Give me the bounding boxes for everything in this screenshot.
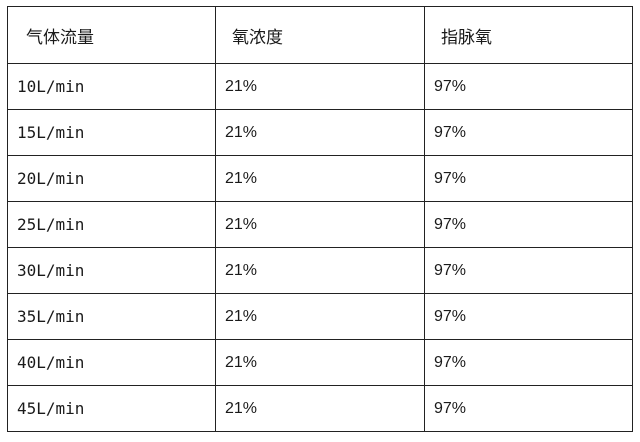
cell-gas-flow: 10L/min — [7, 63, 216, 110]
cell-oxygen-concentration: 21% — [215, 247, 425, 294]
cell-gas-flow: 20L/min — [7, 155, 216, 202]
cell-oxygen-concentration: 21% — [215, 63, 425, 110]
table-row: 20L/min 21% 97% — [7, 155, 633, 202]
table-row: 40L/min 21% 97% — [7, 339, 633, 386]
cell-gas-flow: 15L/min — [7, 109, 216, 156]
cell-pulse-oximetry: 97% — [424, 247, 633, 294]
header-pulse-oximetry: 指脉氧 — [424, 6, 633, 64]
cell-oxygen-concentration: 21% — [215, 293, 425, 340]
cell-pulse-oximetry: 97% — [424, 339, 633, 386]
table-header-row: 气体流量 氧浓度 指脉氧 — [7, 6, 633, 64]
cell-oxygen-concentration: 21% — [215, 385, 425, 432]
cell-oxygen-concentration: 21% — [215, 109, 425, 156]
header-gas-flow: 气体流量 — [7, 6, 216, 64]
cell-oxygen-concentration: 21% — [215, 155, 425, 202]
cell-gas-flow: 30L/min — [7, 247, 216, 294]
table-row: 10L/min 21% 97% — [7, 63, 633, 110]
cell-pulse-oximetry: 97% — [424, 155, 633, 202]
cell-pulse-oximetry: 97% — [424, 385, 633, 432]
cell-gas-flow: 25L/min — [7, 201, 216, 248]
cell-oxygen-concentration: 21% — [215, 339, 425, 386]
table-row: 15L/min 21% 97% — [7, 109, 633, 156]
cell-pulse-oximetry: 97% — [424, 293, 633, 340]
cell-pulse-oximetry: 97% — [424, 201, 633, 248]
cell-gas-flow: 45L/min — [7, 385, 216, 432]
table-row: 45L/min 21% 97% — [7, 385, 633, 432]
cell-gas-flow: 40L/min — [7, 339, 216, 386]
cell-oxygen-concentration: 21% — [215, 201, 425, 248]
header-oxygen-concentration: 氧浓度 — [215, 6, 425, 64]
table-row: 35L/min 21% 97% — [7, 293, 633, 340]
cell-pulse-oximetry: 97% — [424, 109, 633, 156]
cell-pulse-oximetry: 97% — [424, 63, 633, 110]
table-row: 30L/min 21% 97% — [7, 247, 633, 294]
cell-gas-flow: 35L/min — [7, 293, 216, 340]
data-table: 气体流量 氧浓度 指脉氧 10L/min 21% 97% 15L/min 21%… — [7, 6, 633, 432]
table-row: 25L/min 21% 97% — [7, 201, 633, 248]
